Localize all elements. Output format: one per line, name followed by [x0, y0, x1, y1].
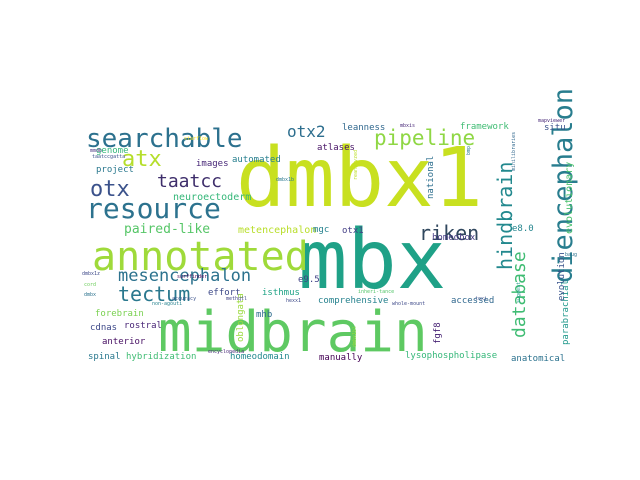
word-encyclopedia: encyclopedia — [208, 349, 244, 355]
word-searchable: searchable — [86, 124, 243, 154]
word-hexx1: hexx1 — [286, 298, 301, 304]
word-mmdb: mmdb — [90, 148, 102, 154]
word-accessed: accessed — [451, 296, 494, 306]
word-situ: situ — [544, 123, 566, 133]
word-database: database — [509, 251, 530, 338]
word-otx1: otx1 — [342, 226, 364, 236]
word-mhb: mhb — [256, 310, 272, 320]
word-e9-5: e9.5 — [298, 275, 320, 285]
word-dmbx: dmbx — [84, 292, 96, 298]
word-bmp: bmp — [466, 146, 472, 155]
word-starflow: starflow — [184, 136, 209, 142]
word-dmbx1bl: dmbx1bl — [352, 326, 358, 347]
word-mbxis: mbxis — [400, 123, 415, 129]
word-whole-mount: whole-mount — [392, 301, 425, 307]
word-dmbx1: dmbx1 — [236, 131, 483, 226]
word-parabrachial: parabrachial — [561, 280, 571, 345]
word-neuroectoderm: neuroectoderm — [173, 192, 251, 203]
word-images: images — [196, 159, 229, 169]
word-mbx: mbx — [298, 213, 446, 308]
word-accuracy: accuracy — [172, 296, 196, 302]
word-paired-like: paired-like — [124, 222, 210, 237]
word-homeobox: homeobox — [432, 233, 476, 243]
word-annotated: annotated — [92, 234, 309, 280]
word-homeodomain: homeodomain — [230, 352, 290, 362]
word-reanalyzed: reanalyzed — [353, 150, 359, 180]
word-pipeline: pipeline — [374, 126, 475, 150]
word-cdnas: cdnas — [90, 323, 117, 333]
word-atlases: atlases — [317, 143, 355, 153]
word-resource: resource — [86, 192, 221, 225]
word-hybridization: hybridization — [126, 352, 196, 362]
word-framework: framework — [460, 122, 509, 132]
word-rostral: rostral — [124, 321, 162, 331]
word-atx: atx — [122, 147, 162, 172]
word-mapviewer: mapviewer — [538, 118, 565, 124]
word-midbrain: midbrain — [158, 300, 428, 365]
word-leanness: leanness — [342, 123, 385, 133]
word-otx2: otx2 — [287, 122, 326, 141]
word-inheri-tance: inheri-tance — [358, 289, 394, 295]
word-mgc: mgc — [313, 225, 329, 235]
word-methqtl: methqtl — [226, 296, 247, 302]
word-spinal: spinal — [88, 352, 121, 362]
word-forebrain: forebrain — [95, 309, 144, 319]
word-suggest: suggest — [516, 282, 522, 303]
word-toxi: toxi — [475, 296, 487, 302]
word-project: project — [96, 165, 134, 175]
word-dmbx1z: dmbx1z — [82, 271, 100, 277]
word-isthmus: isthmus — [262, 288, 300, 298]
word-dmbx1b: dmbx1b — [276, 177, 294, 183]
word-baug: baug — [565, 252, 577, 258]
word-mesencephalon: mesencephalon — [118, 266, 251, 286]
word-effort: effort — [208, 288, 241, 298]
word-otx: otx — [90, 177, 130, 202]
word-national: national — [426, 156, 436, 199]
word-surffinder: surffinder — [177, 274, 207, 280]
word-minilibraries: minilibraries — [511, 132, 517, 171]
word-anatomical: anatomical — [511, 354, 565, 364]
word-metencephalon: metencephalon — [238, 225, 316, 236]
word-evolutionary: evolutionary — [564, 162, 575, 234]
word-non-agouti: non-agouti — [152, 301, 182, 307]
word-cord: cord — [84, 282, 96, 288]
word-anterior: anterior — [102, 337, 146, 347]
word-genome: genome — [96, 146, 129, 156]
word-lysophospholipase: lysophospholipase — [405, 351, 497, 361]
word-taatccgatta: taatccgatta — [92, 154, 125, 160]
word-comprehensive: comprehensive — [318, 296, 388, 306]
word-oblongata: oblongata — [236, 293, 246, 342]
word-fgf8: fgf8 — [433, 322, 443, 344]
word-hindbrain: hindbrain — [493, 162, 517, 270]
word-taatcc: taatcc — [157, 171, 222, 192]
word-riken: riken — [419, 221, 479, 245]
word-manually: manually — [319, 353, 363, 363]
word-diencephalon: diencephalon — [548, 88, 579, 283]
word-automated: automated — [232, 155, 281, 165]
word-tectum: tectum — [118, 282, 190, 306]
word-evolution: evolution — [557, 252, 567, 301]
word-e8-0: e8.0 — [512, 224, 534, 234]
